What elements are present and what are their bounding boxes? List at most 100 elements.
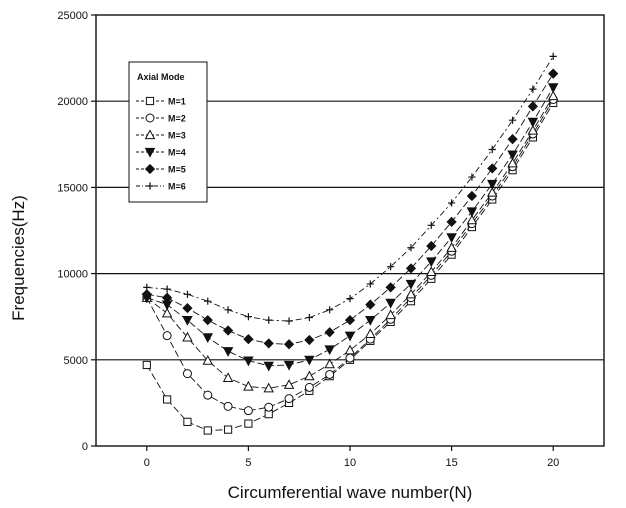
data-point — [446, 242, 457, 252]
data-point — [264, 402, 274, 412]
legend-marker — [144, 163, 156, 175]
data-point — [243, 334, 254, 345]
data-point — [405, 288, 417, 299]
data-point — [426, 257, 437, 268]
data-point — [203, 426, 212, 435]
y-tick-label: 15000 — [57, 182, 88, 194]
series-line — [146, 73, 554, 345]
y-axis-title: Frequencies(Hz) — [9, 195, 28, 321]
data-point — [548, 68, 559, 79]
legend-marker — [144, 147, 156, 158]
data-point — [142, 360, 151, 370]
data-point — [365, 316, 376, 326]
data-point — [223, 401, 233, 411]
legend-label: M=5 — [168, 165, 186, 175]
data-point — [183, 417, 192, 426]
data-point — [466, 207, 478, 218]
legend-title: Axial Mode — [137, 72, 185, 82]
data-point — [162, 331, 172, 341]
legend-label: M=2 — [168, 114, 186, 124]
data-point — [324, 327, 335, 338]
legend-label: M=4 — [168, 148, 186, 158]
x-tick-label: 0 — [144, 457, 150, 469]
legend-label: M=6 — [168, 182, 186, 192]
data-point — [405, 279, 417, 290]
data-point — [527, 117, 539, 128]
data-point — [527, 124, 539, 135]
y-tick-label: 0 — [82, 441, 88, 453]
data-point — [222, 347, 234, 357]
data-point — [304, 334, 315, 346]
data-point — [385, 282, 396, 293]
data-point — [263, 382, 274, 393]
data-point — [244, 313, 252, 321]
data-point — [163, 395, 172, 404]
data-point — [547, 90, 559, 101]
data-point — [202, 315, 213, 326]
legend: Axial Mode M=1 M=2 M=3 M=4 M=5 M=6 — [128, 61, 208, 203]
data-point — [466, 190, 478, 202]
series-m-5 — [141, 68, 559, 350]
data-point — [183, 290, 192, 298]
y-tick-label: 25000 — [57, 10, 88, 22]
data-point — [507, 157, 518, 168]
data-point — [204, 297, 212, 305]
series-m-4 — [141, 83, 559, 372]
x-tick-label: 5 — [245, 457, 251, 469]
data-point — [265, 316, 273, 324]
data-point — [182, 316, 193, 326]
data-point — [446, 233, 457, 244]
data-point — [161, 307, 173, 318]
data-point — [487, 163, 498, 174]
data-point — [163, 285, 171, 293]
data-point — [305, 313, 313, 322]
legend-marker — [144, 129, 156, 140]
data-point — [325, 369, 335, 379]
data-point — [162, 292, 173, 303]
data-point — [202, 333, 213, 344]
data-point — [448, 199, 456, 207]
legend-entries: M=1 M=2 M=3 M=4 M=5 M=6 — [136, 97, 186, 192]
data-point — [488, 145, 496, 154]
data-point — [243, 356, 254, 367]
data-point — [387, 263, 395, 271]
legend-box — [128, 61, 208, 203]
data-point — [527, 101, 538, 112]
data-point — [426, 240, 437, 252]
data-point — [304, 382, 314, 392]
data-point — [344, 315, 356, 326]
y-tick-label: 5000 — [64, 355, 88, 367]
data-point — [182, 302, 193, 314]
data-point — [243, 406, 253, 416]
data-point — [222, 372, 234, 383]
data-point — [426, 266, 437, 276]
legend-marker — [145, 113, 155, 123]
legend-entry: M=6 — [136, 182, 186, 192]
legend-label: M=1 — [168, 97, 186, 107]
legend-entry: M=1 — [136, 97, 186, 107]
data-point — [223, 425, 233, 434]
data-point — [324, 345, 335, 356]
data-point — [222, 325, 234, 336]
data-point — [366, 280, 374, 288]
data-point — [344, 344, 356, 355]
axes — [91, 14, 605, 451]
legend-marker — [145, 96, 155, 106]
legend-entry: M=4 — [136, 148, 186, 158]
legend-entry: M=5 — [136, 163, 186, 175]
data-point — [507, 150, 518, 161]
data-point — [224, 306, 232, 314]
data-point — [141, 289, 152, 300]
series-m-3 — [141, 90, 559, 393]
x-tick-label: 20 — [547, 457, 559, 469]
data-point — [283, 360, 295, 371]
series-m-6 — [143, 52, 557, 325]
data-point — [487, 186, 498, 197]
data-point — [466, 214, 478, 225]
data-point — [283, 379, 295, 389]
data-point — [304, 355, 315, 366]
series-lines — [141, 52, 559, 435]
data-point — [263, 361, 274, 372]
data-point — [427, 221, 435, 229]
